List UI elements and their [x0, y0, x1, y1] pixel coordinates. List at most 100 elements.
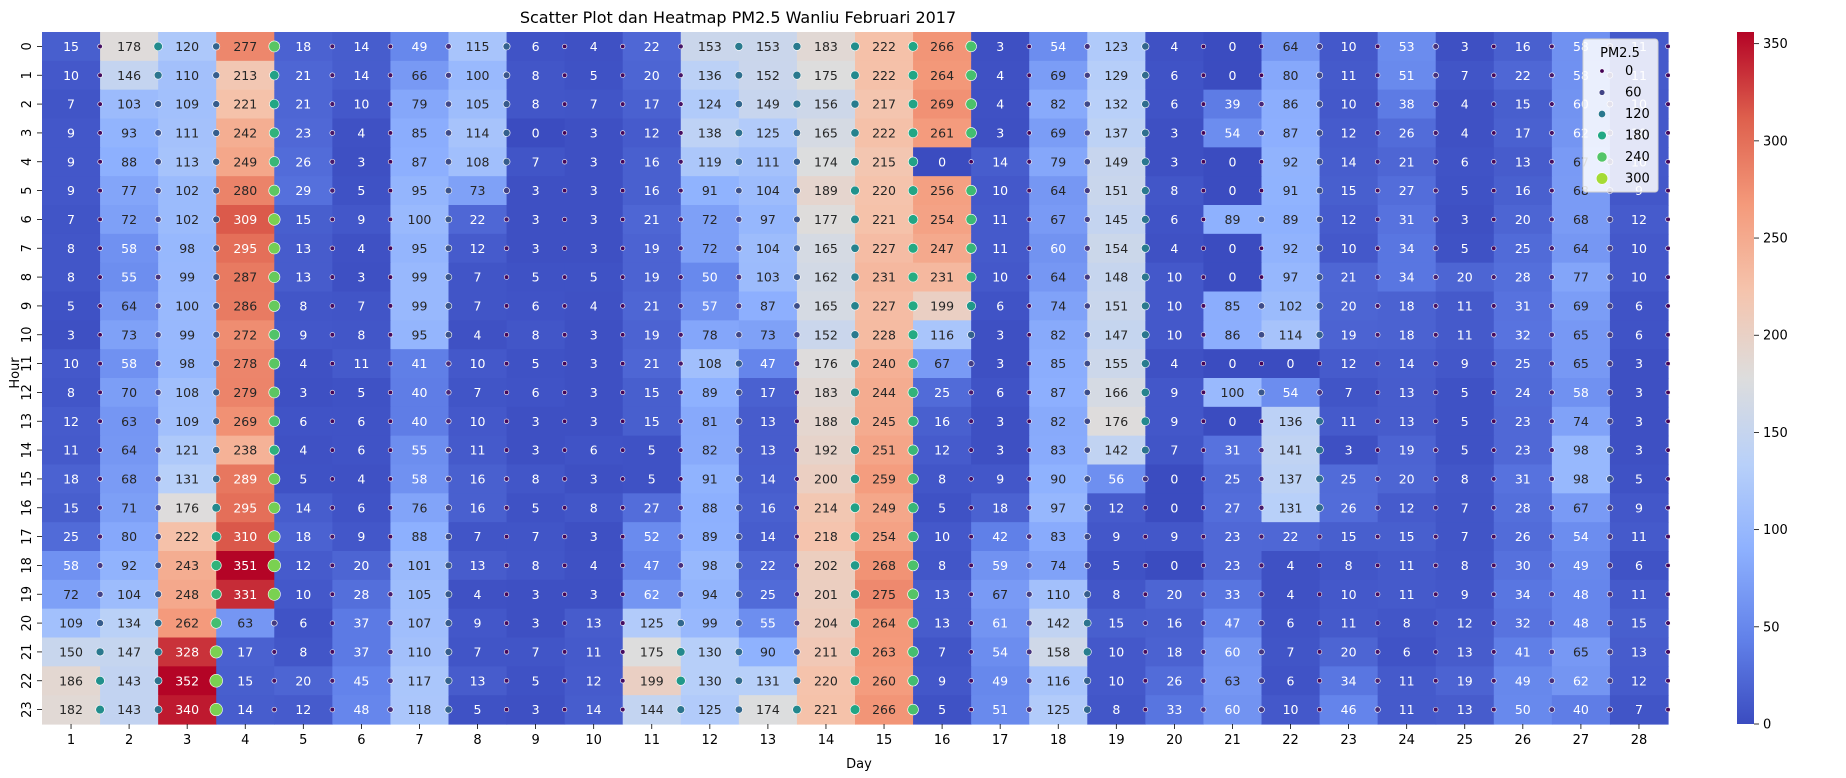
heatmap-cell [855, 89, 914, 120]
colorbar-tick-label: 100 [1763, 523, 1788, 538]
scatter-point [1200, 245, 1206, 251]
scatter-point [1432, 332, 1439, 338]
cell-value-label: 105 [466, 97, 490, 112]
heatmap-cell [100, 320, 159, 350]
scatter-point [271, 619, 278, 627]
heatmap-cell [913, 205, 972, 235]
heatmap-cell [158, 435, 217, 466]
heatmap-cell [1087, 435, 1146, 466]
cell-value-label: 5 [590, 270, 598, 285]
scatter-point [1316, 620, 1323, 626]
cell-value-label: 5 [67, 298, 75, 313]
scatter-point [1433, 418, 1439, 424]
scatter-point [1665, 706, 1671, 713]
heatmap-cell [971, 320, 1030, 350]
heatmap-cell [913, 262, 972, 293]
heatmap-cell [971, 637, 1030, 667]
scatter-point [212, 71, 221, 80]
scatter-point [1432, 158, 1439, 165]
scatter-point [97, 476, 103, 482]
cell-value-label: 81 [702, 414, 718, 429]
heatmap-cell [100, 89, 159, 120]
cell-value-label: 8 [1170, 183, 1178, 198]
heatmap-cell [1145, 60, 1205, 91]
cell-value-label: 62 [1573, 673, 1589, 688]
scatter-point [678, 389, 684, 396]
heatmap-cell [622, 320, 682, 350]
scatter-point [1026, 216, 1032, 223]
cell-value-label: 50 [702, 270, 718, 285]
cell-value-label: 85 [412, 125, 428, 140]
scatter-point [1491, 533, 1497, 540]
scatter-point [1316, 43, 1323, 50]
cell-value-label: 13 [295, 270, 311, 285]
cell-value-label: 15 [644, 414, 660, 429]
cell-value-label: 123 [1104, 39, 1128, 54]
heatmap-cell [1493, 32, 1553, 62]
cell-value-label: 11 [1341, 68, 1357, 83]
heatmap-cell [390, 147, 450, 177]
cell-value-label: 15 [63, 500, 79, 515]
cell-value-label: 16 [934, 414, 950, 429]
scatter-point [1026, 274, 1032, 280]
scatter-point [268, 40, 281, 53]
heatmap-cell [1377, 695, 1437, 725]
scatter-point [268, 127, 280, 139]
cell-value-label: 29 [295, 183, 311, 198]
heatmap-cell [1029, 320, 1088, 350]
cell-value-label: 71 [121, 500, 137, 515]
heatmap-cell [1261, 579, 1321, 610]
scatter-point [1026, 303, 1032, 309]
scatter-point [444, 129, 453, 137]
heatmap-cell [42, 378, 101, 408]
scatter-point [850, 416, 860, 426]
cell-value-label: 73 [760, 327, 776, 342]
heatmap-cell [1319, 233, 1379, 264]
heatmap-cell [1551, 320, 1611, 350]
heatmap-cell [564, 60, 624, 91]
scatter-point [1665, 533, 1671, 540]
heatmap-cell [564, 176, 624, 206]
cell-value-label: 23 [1515, 414, 1531, 429]
cell-value-label: 9 [474, 616, 482, 631]
heatmap-cell [738, 205, 798, 235]
heatmap-cell [796, 262, 856, 293]
scatter-point [1432, 447, 1439, 453]
cell-value-label: 102 [1279, 298, 1303, 313]
cell-value-label: 27 [644, 500, 660, 515]
cell-value-label: 9 [67, 183, 75, 198]
heatmap-cell [680, 118, 740, 148]
scatter-point [1142, 505, 1149, 511]
scatter-point [1259, 159, 1265, 165]
cell-value-label: 256 [930, 183, 954, 198]
scatter-point [678, 476, 684, 482]
heatmap-cell [1493, 522, 1553, 552]
scatter-point [1259, 274, 1265, 280]
heatmap-cell [42, 176, 101, 206]
scatter-point [1549, 389, 1555, 396]
cell-value-label: 286 [233, 298, 257, 313]
scatter-point [793, 273, 801, 281]
scatter-point [1665, 361, 1671, 367]
scatter-point [154, 561, 162, 570]
cell-value-label: 5 [532, 673, 540, 688]
cell-value-label: 249 [872, 500, 896, 515]
cell-value-label: 14 [295, 500, 311, 515]
cell-value-label: 92 [1283, 241, 1299, 256]
x-tick-label: 24 [1398, 733, 1415, 748]
heatmap-cell [100, 406, 159, 437]
scatter-point [1665, 274, 1671, 280]
heatmap-cell [1261, 291, 1321, 321]
cell-value-label: 18 [992, 500, 1008, 515]
scatter-point [907, 703, 919, 716]
scatter-point [268, 213, 281, 226]
cell-value-label: 110 [408, 644, 432, 659]
cell-value-label: 158 [1046, 644, 1070, 659]
scatter-point [965, 271, 977, 283]
heatmap-cell [971, 118, 1030, 148]
scatter-point [502, 100, 511, 108]
cell-value-label: 251 [872, 443, 896, 458]
heatmap-cell [216, 637, 275, 667]
x-tick-label: 17 [992, 733, 1009, 748]
